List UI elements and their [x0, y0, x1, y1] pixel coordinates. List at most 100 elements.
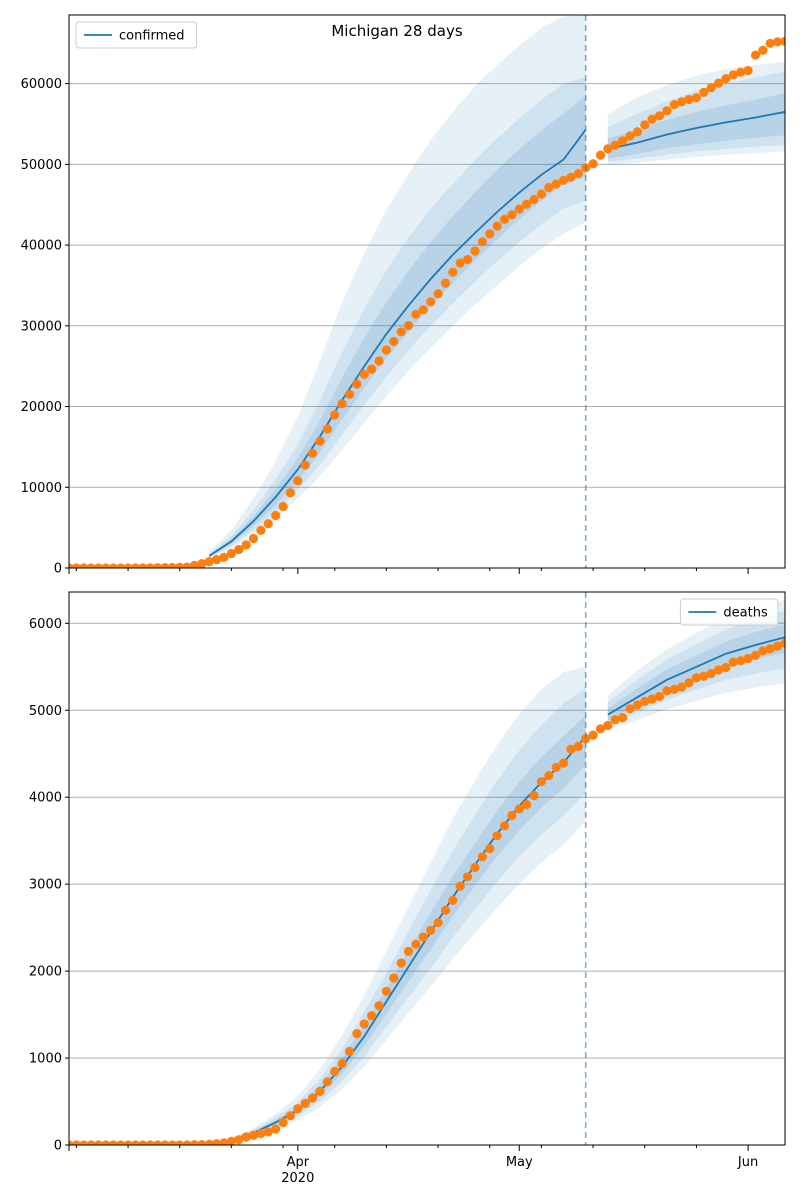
- observed-point: [573, 169, 583, 179]
- observed-point: [263, 519, 273, 529]
- observed-point: [728, 70, 738, 80]
- observed-point: [86, 563, 96, 568]
- observed-point: [551, 179, 561, 189]
- observed-point: [116, 1140, 126, 1145]
- observed-point: [618, 136, 628, 146]
- observed-point: [130, 563, 140, 568]
- observed-point: [418, 932, 428, 942]
- observed-point: [743, 653, 753, 664]
- observed-point: [381, 986, 391, 996]
- observed-point: [669, 100, 679, 110]
- observed-point: [566, 744, 576, 754]
- observed-point: [632, 700, 643, 710]
- y-tick-label: 60000: [21, 77, 62, 92]
- observed-point: [684, 678, 694, 688]
- observed-point: [256, 1128, 266, 1139]
- observed-point: [241, 540, 251, 550]
- observed-point: [699, 671, 709, 681]
- observed-point: [175, 562, 185, 568]
- observed-point: [79, 1140, 89, 1145]
- legend-label: confirmed: [119, 29, 185, 44]
- observed-point: [758, 646, 768, 656]
- legend: deaths: [679, 598, 779, 626]
- observed-point: [315, 1086, 325, 1096]
- axes-frame: [68, 591, 786, 1146]
- y-tick-label: 50000: [21, 158, 62, 173]
- observed-point: [455, 258, 465, 268]
- observed-point: [669, 684, 679, 695]
- observed-point: [573, 741, 583, 752]
- observed-point: [167, 1140, 177, 1145]
- observed-point: [551, 762, 561, 773]
- observed-point: [773, 641, 783, 651]
- observed-point: [389, 973, 399, 983]
- observed-point: [138, 563, 148, 568]
- observed-point: [101, 563, 111, 568]
- observed-point: [499, 821, 510, 831]
- x-tick-label: Apr: [287, 1155, 310, 1170]
- observed-point: [566, 172, 576, 182]
- observed-point: [721, 74, 731, 84]
- observed-point: [625, 704, 635, 714]
- observed-point: [595, 150, 606, 160]
- plot-area: [69, 599, 785, 1145]
- observed-point: [308, 448, 318, 458]
- observed-point: [433, 289, 443, 299]
- observed-point: [714, 665, 724, 675]
- x-tick-label: Jun: [737, 1155, 758, 1170]
- observed-point: [352, 379, 362, 389]
- observed-point: [130, 1140, 140, 1145]
- observed-point: [440, 278, 451, 288]
- observed-point: [396, 327, 406, 337]
- observed-point: [381, 345, 391, 355]
- observed-point: [485, 844, 495, 854]
- observed-point: [337, 399, 347, 409]
- interval-band-outer-fit: [209, 666, 586, 1144]
- observed-point: [101, 1140, 111, 1145]
- observed-point: [743, 65, 753, 76]
- observed-point: [204, 1139, 214, 1145]
- observed-point: [514, 204, 524, 214]
- observed-point: [595, 724, 606, 734]
- y-tick-label: 20000: [21, 400, 62, 415]
- y-tick-label: 4000: [29, 791, 62, 806]
- observed-point: [396, 958, 406, 968]
- x-tick-sublabel: 2020: [281, 1171, 314, 1186]
- observed-point: [536, 189, 547, 199]
- observed-point: [522, 800, 532, 810]
- observed-point: [300, 1098, 310, 1108]
- legend-label: deaths: [723, 606, 768, 621]
- observed-point: [426, 297, 436, 307]
- observed-point: [455, 881, 465, 891]
- observed-point: [219, 1138, 229, 1145]
- observed-point: [559, 175, 569, 185]
- observed-point: [403, 946, 414, 957]
- observed-point: [403, 321, 414, 331]
- observed-point: [721, 663, 731, 673]
- observed-point: [581, 734, 591, 744]
- observed-point: [241, 1132, 251, 1142]
- observed-point: [448, 895, 458, 906]
- observed-point: [234, 1135, 244, 1145]
- observed-point: [293, 476, 303, 486]
- observed-point: [271, 510, 281, 521]
- observed-point: [411, 939, 421, 949]
- observed-point: [226, 548, 236, 559]
- observed-point: [440, 905, 451, 915]
- observed-point: [367, 1011, 377, 1021]
- observed-point: [603, 144, 613, 154]
- observed-point: [322, 424, 332, 434]
- observed-point: [175, 1140, 185, 1145]
- observed-point: [337, 1058, 347, 1069]
- observed-point: [536, 777, 547, 787]
- observed-point: [204, 557, 214, 567]
- observed-point: [344, 389, 355, 399]
- observed-point: [138, 1140, 148, 1145]
- observed-point: [212, 1139, 222, 1145]
- observed-point: [610, 140, 620, 150]
- observed-point: [529, 194, 539, 205]
- observed-point: [308, 1093, 318, 1103]
- observed-point: [448, 267, 458, 277]
